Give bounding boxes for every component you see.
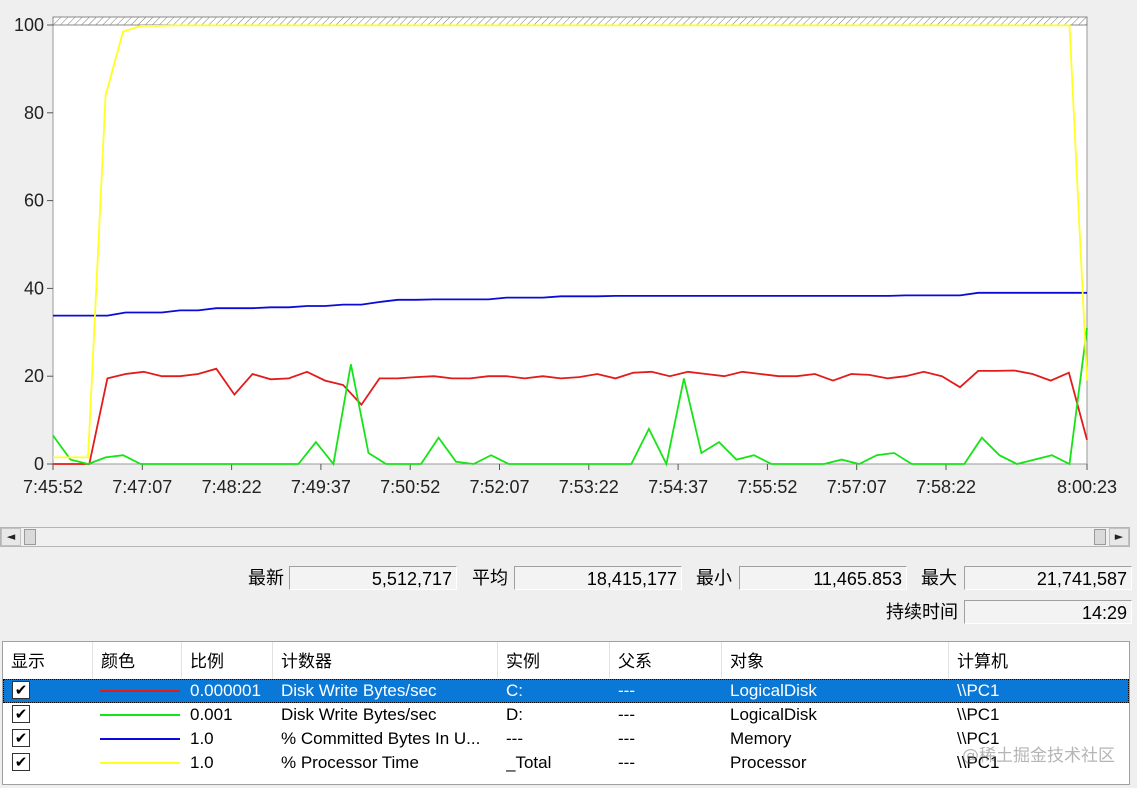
parent-cell: --- — [618, 729, 635, 748]
parent-cell: --- — [618, 681, 635, 700]
x-tick-label: 7:47:07 — [112, 477, 172, 497]
y-tick-label: 0 — [34, 454, 44, 474]
counter-cell: Disk Write Bytes/sec — [281, 705, 437, 724]
show-checkbox[interactable]: ✔ — [12, 705, 30, 723]
series-line-blue — [53, 291, 1087, 317]
show-checkbox[interactable]: ✔ — [12, 729, 30, 747]
time-scrollbar[interactable]: ◄ ► — [0, 527, 1130, 547]
color-swatch — [100, 738, 180, 740]
scale-cell: 0.001 — [190, 705, 233, 724]
table-row[interactable]: ✔ 1.0 % Committed Bytes In U... --- --- Memor… — [3, 727, 1129, 751]
latest-label: 最新 — [248, 568, 284, 589]
scale-cell: 0.000001 — [190, 681, 261, 700]
y-tick-label: 20 — [24, 366, 44, 386]
scroll-thumb-end[interactable] — [1094, 529, 1106, 545]
x-tick-label: 7:50:52 — [380, 477, 440, 497]
show-checkbox[interactable]: ✔ — [12, 681, 30, 699]
color-swatch — [100, 690, 180, 692]
column-header-color[interactable]: 颜色 — [93, 642, 182, 678]
computer-cell: \\PC1 — [957, 753, 1000, 772]
column-header-scale[interactable]: 比例 — [182, 642, 273, 678]
instance-cell: D: — [506, 705, 523, 724]
upper-limit-band — [52, 16, 1088, 26]
column-header-counter[interactable]: 计数器 — [273, 642, 498, 678]
duration-label: 持续时间 — [886, 602, 958, 623]
column-header-instance[interactable]: 实例 — [498, 642, 610, 678]
maximum-value: 21,741,587 — [964, 566, 1132, 590]
table-header: 显示 颜色 比例 计数器 实例 父系 对象 计算机 — [3, 642, 1129, 678]
focus-rect — [3, 679, 1129, 703]
parent-cell: --- — [618, 705, 635, 724]
column-header-parent[interactable]: 父系 — [610, 642, 722, 678]
x-tick-label: 7:55:52 — [737, 477, 797, 497]
x-tick-label: 7:49:37 — [291, 477, 351, 497]
performance-graph: 0 20 40 60 80 100 7:45:52 7:47:07 7:48:22 7:49:3… — [14, 15, 1117, 497]
scale-cell: 1.0 — [190, 729, 214, 748]
computer-cell: \\PC1 — [957, 729, 1000, 748]
column-header-object[interactable]: 对象 — [722, 642, 949, 678]
computer-cell: \\PC1 — [957, 705, 1000, 724]
x-tick-label: 8:00:23 — [1057, 477, 1117, 497]
x-tick-label: 7:48:22 — [202, 477, 262, 497]
table-row[interactable]: ✔ 1.0 % Processor Time _Total --- Processor \\… — [3, 751, 1129, 775]
object-cell: Processor — [730, 753, 807, 772]
object-cell: LogicalDisk — [730, 681, 817, 700]
series-line-yellow — [53, 24, 1088, 459]
plot-area — [52, 16, 1088, 465]
x-tick-label: 7:53:22 — [559, 477, 619, 497]
y-tick-label: 100 — [14, 15, 44, 35]
instance-cell: _Total — [506, 753, 552, 772]
computer-cell: \\PC1 — [957, 681, 1000, 700]
show-checkbox[interactable]: ✔ — [12, 753, 30, 771]
y-tick-label: 60 — [24, 191, 44, 211]
table-row[interactable]: ✔ 0.001 Disk Write Bytes/sec D: --- LogicalDi… — [3, 703, 1129, 727]
column-header-show[interactable]: 显示 — [3, 642, 93, 678]
instance-cell: --- — [506, 729, 523, 748]
x-tick-label: 7:57:07 — [827, 477, 887, 497]
counter-legend-table[interactable]: 显示 颜色 比例 计数器 实例 父系 对象 计算机 ✔ 0.000001 Disk … — [2, 641, 1130, 785]
table-row[interactable]: ✔ 0.000001 Disk Write Bytes/sec C: --- Logica… — [3, 679, 1129, 703]
parent-cell: --- — [618, 753, 635, 772]
color-swatch — [100, 762, 180, 764]
maximum-label: 最大 — [921, 568, 957, 589]
duration-value: 14:29 — [964, 600, 1132, 624]
scroll-thumb-start[interactable] — [24, 529, 36, 545]
x-tick-label: 7:52:07 — [469, 477, 529, 497]
object-cell: LogicalDisk — [730, 705, 817, 724]
color-swatch — [100, 714, 180, 716]
minimum-label: 最小 — [696, 568, 732, 589]
series-line-red — [53, 367, 1088, 465]
average-value: 18,415,177 — [514, 566, 682, 590]
column-header-computer[interactable]: 计算机 — [957, 652, 1008, 672]
x-tick-label: 7:58:22 — [916, 477, 976, 497]
y-tick-label: 80 — [24, 103, 44, 123]
scroll-right-arrow-icon[interactable]: ► — [1109, 528, 1129, 546]
scroll-left-arrow-icon[interactable]: ◄ — [1, 528, 21, 546]
instance-cell: C: — [506, 681, 523, 700]
y-tick-label: 40 — [24, 278, 44, 298]
object-cell: Memory — [730, 729, 792, 748]
x-tick-label: 7:54:37 — [648, 477, 708, 497]
counter-cell: Disk Write Bytes/sec — [281, 681, 437, 700]
series-line-green — [52, 327, 1088, 467]
latest-value: 5,512,717 — [289, 566, 457, 590]
counter-cell: % Committed Bytes In U... — [281, 729, 481, 748]
watermark: @稀土掘金技术社区 — [962, 746, 1115, 766]
minimum-value: 11,465.853 — [739, 566, 907, 590]
counter-cell: % Processor Time — [281, 753, 419, 772]
x-tick-label: 7:45:52 — [23, 477, 83, 497]
average-label: 平均 — [472, 568, 508, 589]
scale-cell: 1.0 — [190, 753, 214, 772]
